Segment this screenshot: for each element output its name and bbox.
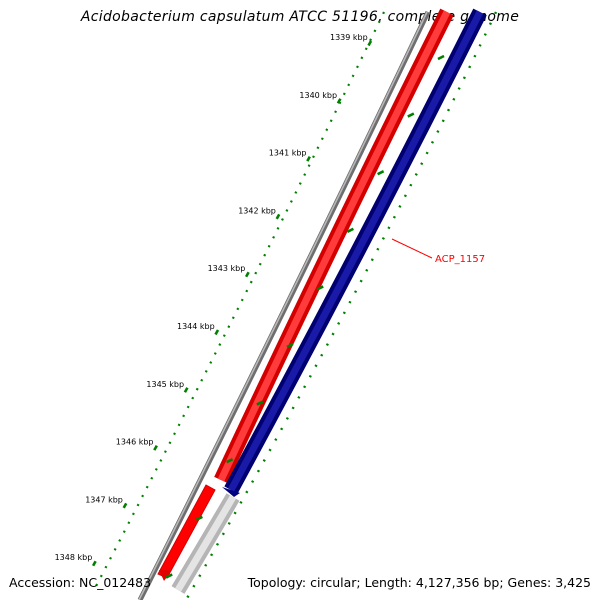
ruler-tick-mark bbox=[367, 40, 373, 47]
ruler-tick-mark bbox=[336, 98, 342, 104]
inner-ruler-tick bbox=[407, 112, 415, 118]
ruler-tick-label: 1343 kbp bbox=[208, 264, 246, 273]
ruler-tick-mark bbox=[244, 271, 250, 278]
ruler-tick-mark bbox=[183, 387, 189, 393]
ruler-tick-mark bbox=[275, 213, 281, 220]
ruler-tick-mark bbox=[214, 329, 220, 336]
reverse-gene-arrowhead bbox=[222, 487, 240, 497]
gene-label-acp1157: ACP_1157 bbox=[435, 254, 485, 265]
ruler-ticks: 1339 kbp 1340 kbp 1341 kbp 1342 kbp 1343 kbp… bbox=[55, 33, 373, 567]
ruler-tick-label: 1345 kbp bbox=[146, 380, 184, 389]
inner-ruler-tick bbox=[256, 400, 264, 406]
inner-ruler-tick bbox=[165, 573, 173, 579]
accession-text: Accession: NC_012483 bbox=[9, 575, 152, 590]
gene-label-leader bbox=[391, 238, 433, 259]
inner-ruler-tick bbox=[437, 54, 445, 61]
ruler-tick-label: 1348 kbp bbox=[55, 553, 93, 562]
map-title: Acidobacterium capsulatum ATCC 51196, co… bbox=[80, 9, 520, 25]
genome-summary-text: Topology: circular; Length: 4,127,356 bp… bbox=[247, 575, 591, 590]
forward-gene-lower-arrow bbox=[159, 570, 172, 581]
inner-ruler-tick bbox=[286, 342, 294, 349]
inner-ruler-tick bbox=[316, 285, 324, 291]
ruler-tick-mark bbox=[122, 502, 128, 509]
inner-ruler-tick bbox=[226, 458, 234, 464]
ruler-tick-mark bbox=[91, 560, 97, 567]
inner-ruler-tick bbox=[346, 227, 354, 233]
inner-ruler-tick bbox=[195, 515, 203, 521]
forward-gene-lower[interactable] bbox=[157, 484, 216, 579]
ruler-tick-mark bbox=[306, 155, 311, 162]
ruler-tick-label: 1346 kbp bbox=[116, 438, 154, 447]
inner-ruler-ticks bbox=[165, 54, 445, 579]
inner-ruler-tick bbox=[377, 170, 385, 176]
ruler-tick-label: 1344 kbp bbox=[177, 322, 215, 331]
ruler-tick-label: 1341 kbp bbox=[269, 149, 307, 158]
ruler-tick-label: 1342 kbp bbox=[238, 206, 276, 215]
ruler-tick-label: 1339 kbp bbox=[330, 33, 368, 42]
ruler-tick-label: 1340 kbp bbox=[299, 91, 337, 100]
ruler-tick-label: 1347 kbp bbox=[85, 495, 123, 504]
ruler-tick-mark bbox=[153, 444, 158, 451]
genome-backbone bbox=[137, 10, 431, 600]
